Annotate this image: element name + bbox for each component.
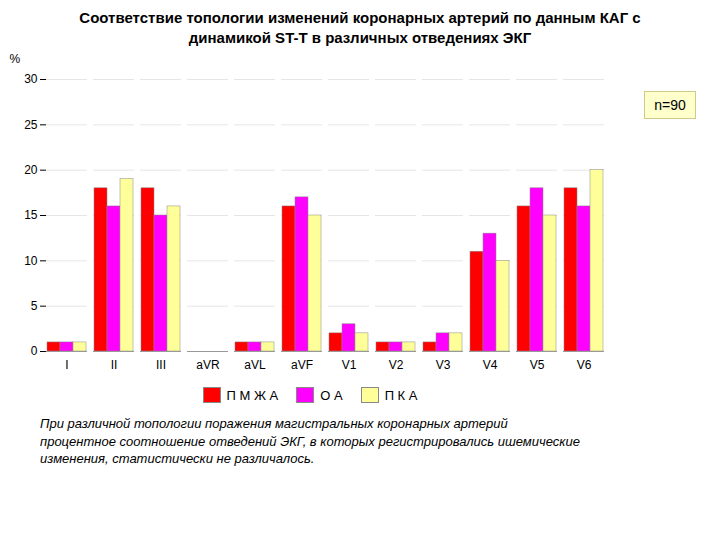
svg-text:V5: V5 [530,358,545,372]
svg-text:V4: V4 [483,358,498,372]
svg-text:0: 0 [31,344,38,358]
svg-text:II: II [111,358,118,372]
svg-text:V6: V6 [577,358,592,372]
html-text:Соответствие топологии изменен: Соответствие топологии изменений коронар… [79,9,641,46]
svg-text:20: 20 [24,163,38,177]
svg-text:%: % [10,52,21,66]
html-text:n=90: n=90 [654,97,686,113]
svg-text:5: 5 [31,299,38,313]
svg-text:25: 25 [24,118,38,132]
svg-text:15: 15 [24,208,38,222]
svg-text:V3: V3 [436,358,451,372]
html-text:При различной топологии пораже: При различной топологии поражения магист… [40,416,580,467]
svg-text:III: III [156,358,166,372]
svg-text:aVR: aVR [196,358,220,372]
html-text:П К А: П К А [384,387,418,403]
html-text:О А: О А [320,387,343,403]
svg-text:aVL: aVL [244,358,266,372]
svg-text:V1: V1 [342,358,357,372]
svg-text:V2: V2 [389,358,404,372]
svg-text:I: I [65,358,68,372]
svg-text:aVF: aVF [291,358,313,372]
svg-text:10: 10 [24,254,38,268]
svg-text:30: 30 [24,72,38,86]
html-text:П М Ж А: П М Ж А [226,387,279,403]
